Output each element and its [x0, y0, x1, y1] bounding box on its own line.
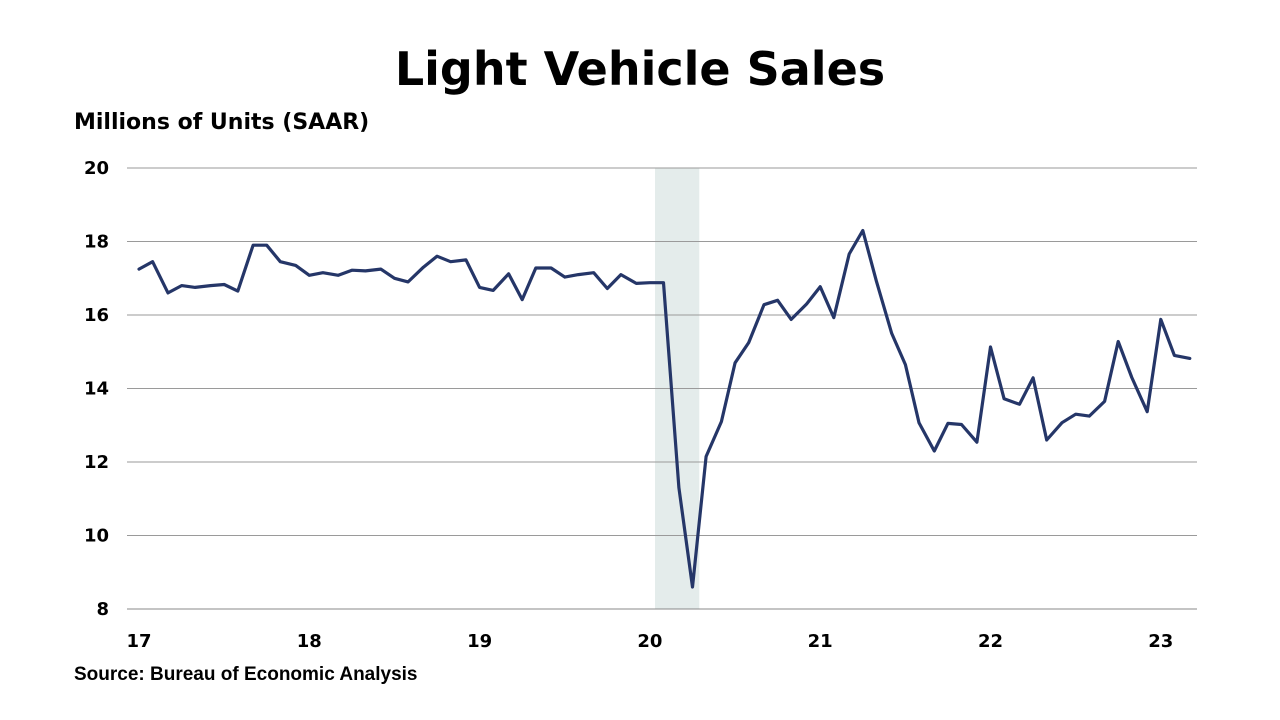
series-line	[137, 228, 1192, 589]
y-tick-labels: 8 10 12 14 16 18 20	[84, 158, 109, 620]
y-tick-label: 20	[84, 158, 109, 179]
series-layer	[137, 228, 1192, 589]
gridlines	[127, 167, 1197, 610]
x-tick-label: 19	[467, 631, 492, 652]
x-tick-label: 23	[1148, 631, 1173, 652]
x-tick-label: 18	[297, 631, 322, 652]
y-tick-label: 8	[96, 599, 109, 620]
y-axis-label: Millions of Units (SAAR)	[74, 110, 370, 135]
x-tick-labels: 17 18 19 20 21 22 23	[126, 631, 1173, 652]
x-tick-label: 22	[978, 631, 1003, 652]
y-tick-label: 18	[84, 232, 109, 253]
x-tick-label: 20	[637, 631, 662, 652]
y-tick-label: 10	[84, 526, 109, 547]
y-tick-label: 12	[84, 452, 109, 473]
chart-title: Light Vehicle Sales	[394, 42, 886, 96]
y-tick-label: 16	[84, 305, 109, 326]
x-tick-label: 21	[808, 631, 833, 652]
y-tick-label: 14	[84, 379, 109, 400]
source-note: Source: Bureau of Economic Analysis	[74, 664, 418, 685]
x-tick-label: 17	[126, 631, 151, 652]
